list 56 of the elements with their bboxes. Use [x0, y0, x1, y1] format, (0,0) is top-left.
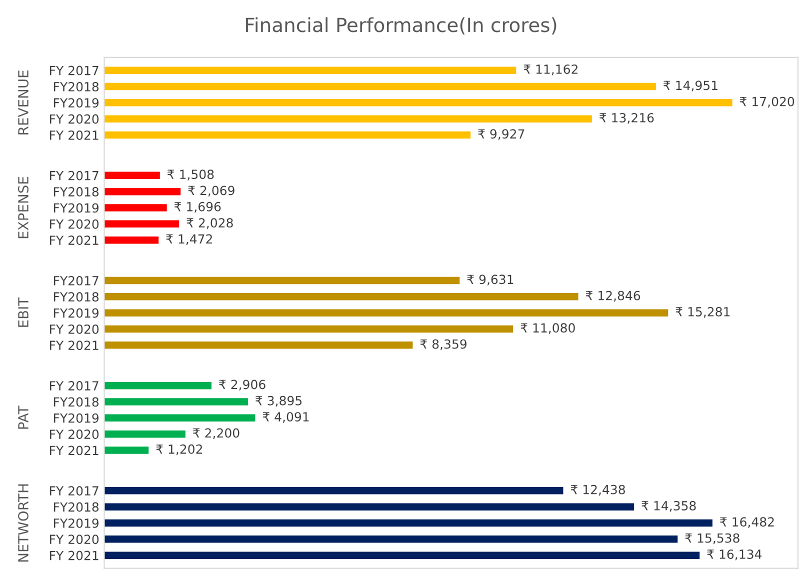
data-label: ₹ 8,359	[420, 339, 466, 350]
y-tick-label: FY2018	[54, 292, 99, 302]
data-label: ₹ 17,020	[740, 96, 794, 108]
y-tick-label: FY2018	[54, 82, 99, 92]
data-label: ₹ 11,162	[524, 64, 578, 76]
y-tick-label: FY 2020	[50, 114, 99, 124]
y-tick-label: FY2017	[54, 276, 98, 286]
y-tick-label: FY2019	[54, 98, 99, 108]
data-label: ₹ 1,696	[174, 202, 221, 213]
data-label: ₹ 3,895	[256, 396, 302, 407]
y-tick-label: FY 2021	[50, 550, 98, 560]
y-tick-label: FY 2017	[50, 381, 98, 391]
text: EBIT	[18, 297, 28, 327]
text: REVENUE	[18, 70, 29, 134]
data-label: ₹ 2,069	[188, 186, 234, 196]
data-label: ₹ 2,200	[193, 428, 240, 439]
y-tick-label: FY 2021	[50, 446, 98, 456]
y-tick-label: FY2018	[54, 397, 99, 407]
y-tick-label: FY 2017	[50, 170, 98, 180]
data-label: ₹ 1,508	[167, 170, 214, 180]
y-tick-label: FY 2020	[50, 430, 99, 440]
data-label: ₹ 4,091	[262, 412, 309, 423]
data-label: ₹ 14,358	[642, 501, 696, 512]
data-label: ₹ 11,080	[520, 323, 575, 334]
data-label: ₹ 13,216	[600, 113, 654, 124]
data-label: ₹ 14,951	[664, 80, 718, 92]
data-label: ₹ 15,281	[676, 307, 730, 318]
data-label: ₹ 15,538	[685, 533, 740, 544]
y-tick-label: FY2019	[54, 308, 99, 318]
y-tick-label: FY2019	[54, 518, 99, 528]
data-label: ₹ 9,927	[478, 129, 524, 140]
y-tick-label: FY 2020	[50, 219, 99, 229]
data-label: ₹ 1,472	[166, 234, 212, 245]
y-tick-label: FY2018	[54, 502, 99, 512]
data-label: ₹ 12,846	[586, 290, 640, 302]
y-tick-label: FY2019	[54, 413, 99, 423]
data-label: ₹ 16,134	[707, 550, 762, 560]
data-label: ₹ 1,202	[156, 444, 202, 456]
data-label: ₹ 16,482	[720, 517, 774, 528]
data-label: ₹ 9,631	[467, 274, 514, 286]
y-tick-label: FY 2020	[50, 534, 99, 544]
data-label: ₹ 12,438	[570, 484, 625, 496]
y-tick-label: FY 2020	[50, 324, 99, 334]
y-tick-label: FY 2017	[50, 486, 98, 496]
data-label: ₹ 2,906	[219, 380, 266, 390]
y-tick-label: FY2018	[54, 187, 99, 197]
y-tick-label: FY2019	[54, 203, 99, 213]
y-tick-label: FY 2021	[50, 236, 98, 246]
text: EXPENSE	[18, 176, 29, 238]
text: PAT	[18, 406, 28, 429]
chart-title: Financial Performance(In crores)	[246, 17, 556, 35]
text: NETWORTH	[18, 484, 29, 562]
y-tick-label: FY 2021	[50, 340, 98, 350]
y-tick-label: FY 2021	[50, 130, 98, 140]
data-label: ₹ 2,028	[186, 218, 233, 229]
y-tick-label: FY 2017	[50, 66, 98, 76]
